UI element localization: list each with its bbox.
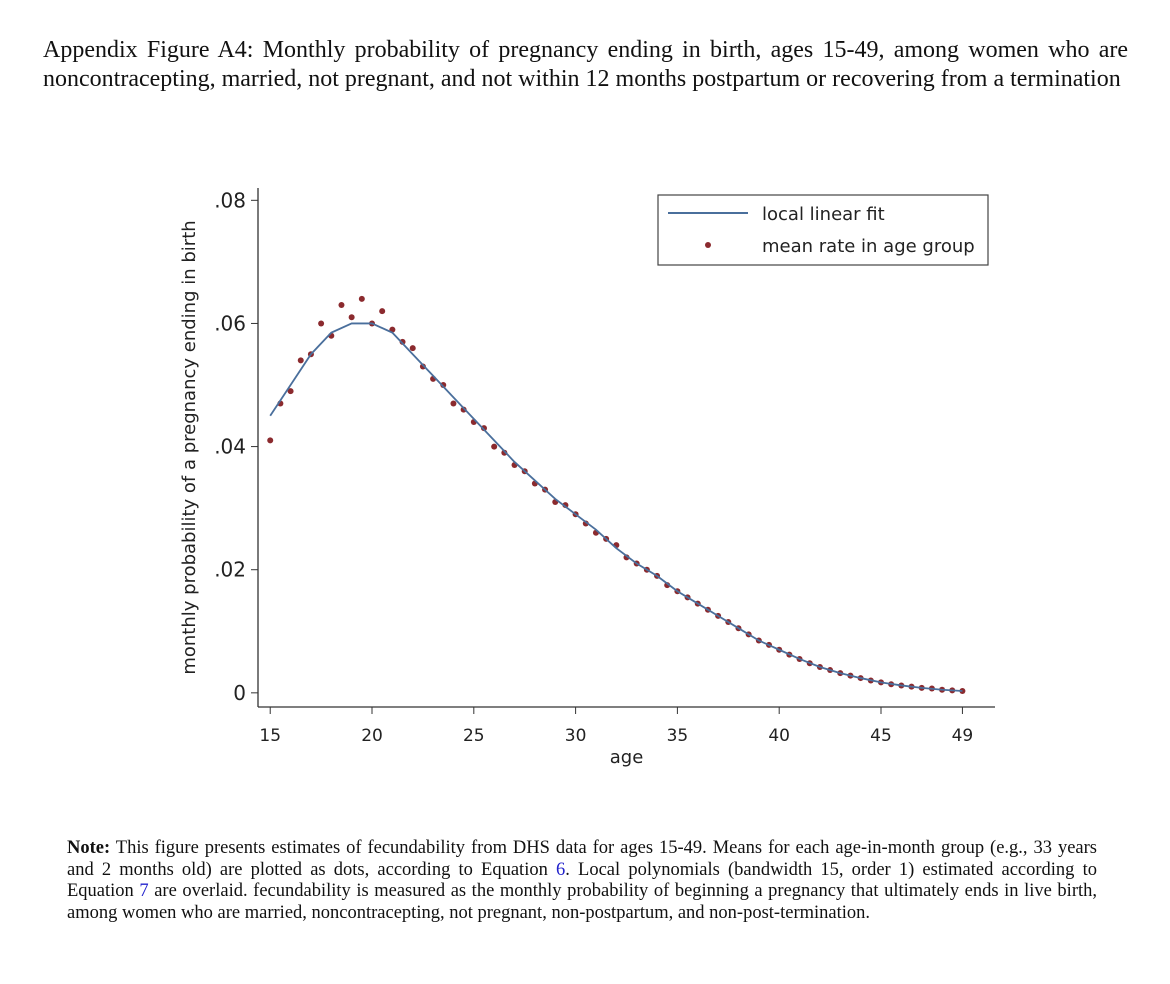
data-point [318, 320, 325, 327]
data-point [287, 388, 294, 395]
legend-label: local linear fit [762, 204, 885, 225]
x-tick-label: 20 [361, 726, 383, 746]
legend-box [657, 194, 989, 266]
x-tick-label: 35 [667, 726, 689, 746]
note-text: This figure presents estimates of fecund… [67, 838, 1097, 880]
note-text: . Local polynomials (bandwidth 15, order… [67, 859, 1097, 902]
data-point [267, 437, 274, 444]
chart: 0 .02 .04 .06 .08 15 20 25 30 35 40 45 49 age monthly … [179, 188, 995, 768]
y-tick-label: .08 [214, 188, 246, 212]
fit-line [269, 322, 963, 692]
equation-ref[interactable]: 7 [139, 881, 149, 901]
x-axis-label: age [610, 747, 644, 768]
data-point [338, 301, 345, 308]
y-tick-label: .04 [214, 435, 246, 459]
x-tick-label: 30 [565, 726, 587, 746]
x-tick-label: 40 [768, 726, 790, 746]
legend-marker [705, 242, 711, 248]
data-point [491, 443, 498, 450]
data-point [409, 345, 416, 352]
data-point [501, 449, 508, 456]
x-tick-label: 15 [259, 726, 281, 746]
data-point [358, 295, 365, 302]
figure-caption: Appendix Figure A4: Monthly probability … [43, 37, 1128, 92]
x-tick-label: 49 [952, 726, 974, 746]
data-point [379, 308, 386, 315]
note: Note: This figure presents estimates of … [67, 838, 1097, 924]
y-tick-label: .06 [214, 311, 246, 335]
data-point [419, 363, 426, 370]
equation-ref[interactable]: 6 [556, 859, 566, 880]
data-point [348, 314, 355, 321]
data-point [460, 406, 467, 413]
x-tick-label: 45 [870, 726, 892, 746]
note-text: are overlaid. fecundability is measured … [67, 881, 1098, 923]
y-tick-label: 0 [233, 681, 246, 705]
data-point [440, 382, 447, 389]
y-tick-label: .02 [214, 558, 246, 582]
data-point [450, 400, 457, 407]
data-point [480, 425, 487, 432]
note-label: Note: [67, 838, 111, 858]
legend-label: mean rate in age group [762, 236, 975, 257]
x-tick-label: 25 [463, 726, 485, 746]
data-point [399, 338, 406, 345]
data-point [297, 357, 304, 364]
y-axis-label: monthly probability of a pregnancy endin… [179, 220, 200, 674]
